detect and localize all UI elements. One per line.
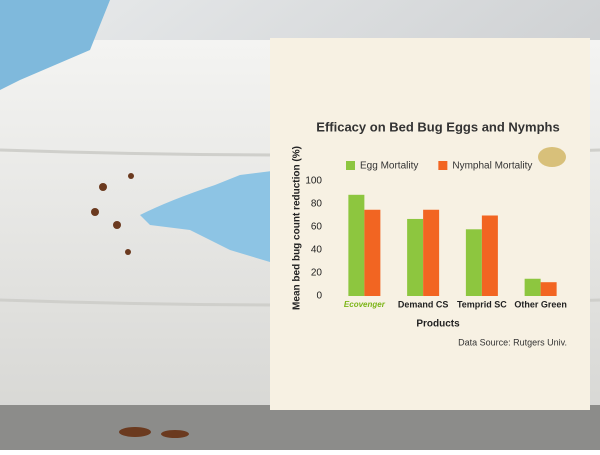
- bar: [407, 218, 424, 296]
- y-tick-label: 0: [316, 291, 322, 302]
- y-tick-label: 40: [311, 245, 323, 256]
- legend-label: Egg Mortality: [360, 161, 418, 172]
- legend-swatch: [346, 161, 355, 170]
- x-tick-label: Demand CS: [398, 299, 449, 309]
- chart-title: Efficacy on Bed Bug Eggs and Nymphs: [316, 119, 559, 134]
- y-tick-label: 80: [311, 199, 323, 210]
- bar: [524, 278, 541, 296]
- bar: [364, 209, 381, 296]
- bar: [481, 215, 498, 296]
- x-axis-label: Products: [416, 319, 460, 330]
- x-tick-label: Ecovenger: [344, 300, 386, 309]
- legend-swatch: [438, 161, 448, 170]
- y-tick-label: 100: [305, 176, 322, 187]
- bar: [423, 209, 440, 296]
- bar: [540, 282, 557, 296]
- bar: [465, 229, 482, 296]
- plot: 0 20 40 60 80 100 Egg Mortality Nymphal Mortali…: [305, 161, 567, 310]
- y-axis-label: Mean bed bug count reduction (%): [292, 146, 303, 310]
- y-tick-label: 20: [311, 268, 323, 279]
- source-note: Data Source: Rutgers Univ.: [458, 337, 567, 347]
- bar: [348, 194, 365, 296]
- x-tick-label: Other Green: [514, 299, 567, 309]
- egg-icon: [538, 147, 566, 167]
- x-tick-label: Temprid SC: [457, 299, 507, 309]
- y-tick-label: 60: [311, 222, 323, 233]
- legend-label: Nymphal Mortality: [452, 161, 532, 172]
